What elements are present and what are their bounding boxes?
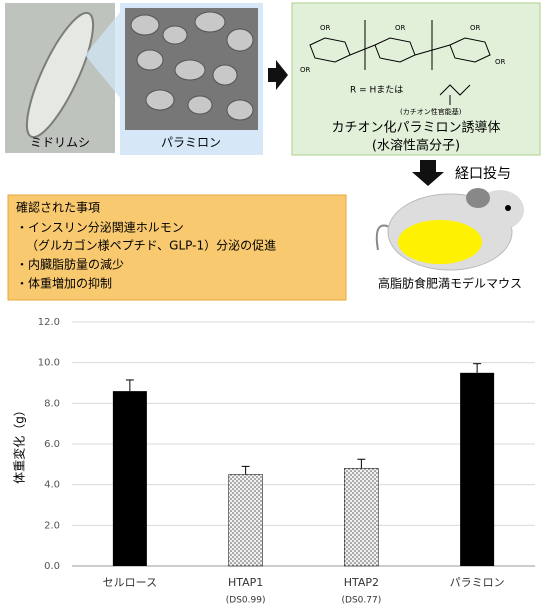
y-tick-label: 4.0 [44,480,60,491]
granules [130,11,254,121]
x-tick-label: HTAP2 [344,576,379,589]
arrow-down [412,160,444,186]
structure [309,20,491,105]
findings-item: ・体重増加の抑制 [16,276,112,291]
y-tick-label: 6.0 [44,439,60,450]
derivative-subtitle: (水溶性高分子) [372,138,460,154]
structure-note: (カチオン性官能基) [400,107,462,116]
findings-heading: 確認された事項 [16,200,100,215]
mouse [375,188,524,271]
bar [228,474,263,567]
findings-box [7,194,347,301]
structure-group: OR [495,58,506,66]
derivative-box [291,2,541,156]
structure-group: OR [470,24,481,32]
x-tick-label: パラミロン [450,576,505,589]
x-tick-sublabel: (DS0.99) [226,596,266,606]
oral-label: 経口投与 [455,166,511,182]
y-tick-label: 0.0 [44,561,60,572]
y-tick-label: 12.0 [38,317,60,328]
bar [460,372,495,566]
findings-item: （グルカゴン様ペプチド、GLP-1）分泌の促進 [26,238,276,253]
y-axis-label: 体重変化（g） [12,404,27,484]
y-tick-label: 8.0 [44,398,60,409]
derivative-title: カチオン化パラミロン誘導体 [331,121,500,136]
paramylon-label: パラミロン [161,136,221,150]
y-tick-label: 2.0 [44,520,60,531]
euglena-cell [25,11,95,139]
structure-group: OR [320,24,331,32]
bar [112,391,147,566]
findings-item: ・インスリン分泌関連ホルモン [16,221,184,235]
structure-r: R = Hまたは [350,85,403,96]
zoom-wedge [85,10,122,100]
x-tick-label: セルロース [103,576,157,589]
findings-item: ・内臓脂肪量の減少 [16,257,124,272]
mouse-label: 高脂肪食肥満モデルマウス [378,276,522,291]
structure-group: OR [300,66,311,74]
euglena-label: ミドリムシ [30,136,90,150]
structure-group: OR [395,24,406,32]
bar [344,468,379,567]
arrow-right [268,60,288,90]
x-tick-sublabel: (DS0.77) [342,596,382,606]
x-tick-label: HTAP1 [228,576,263,589]
y-tick-label: 10.0 [38,358,60,369]
